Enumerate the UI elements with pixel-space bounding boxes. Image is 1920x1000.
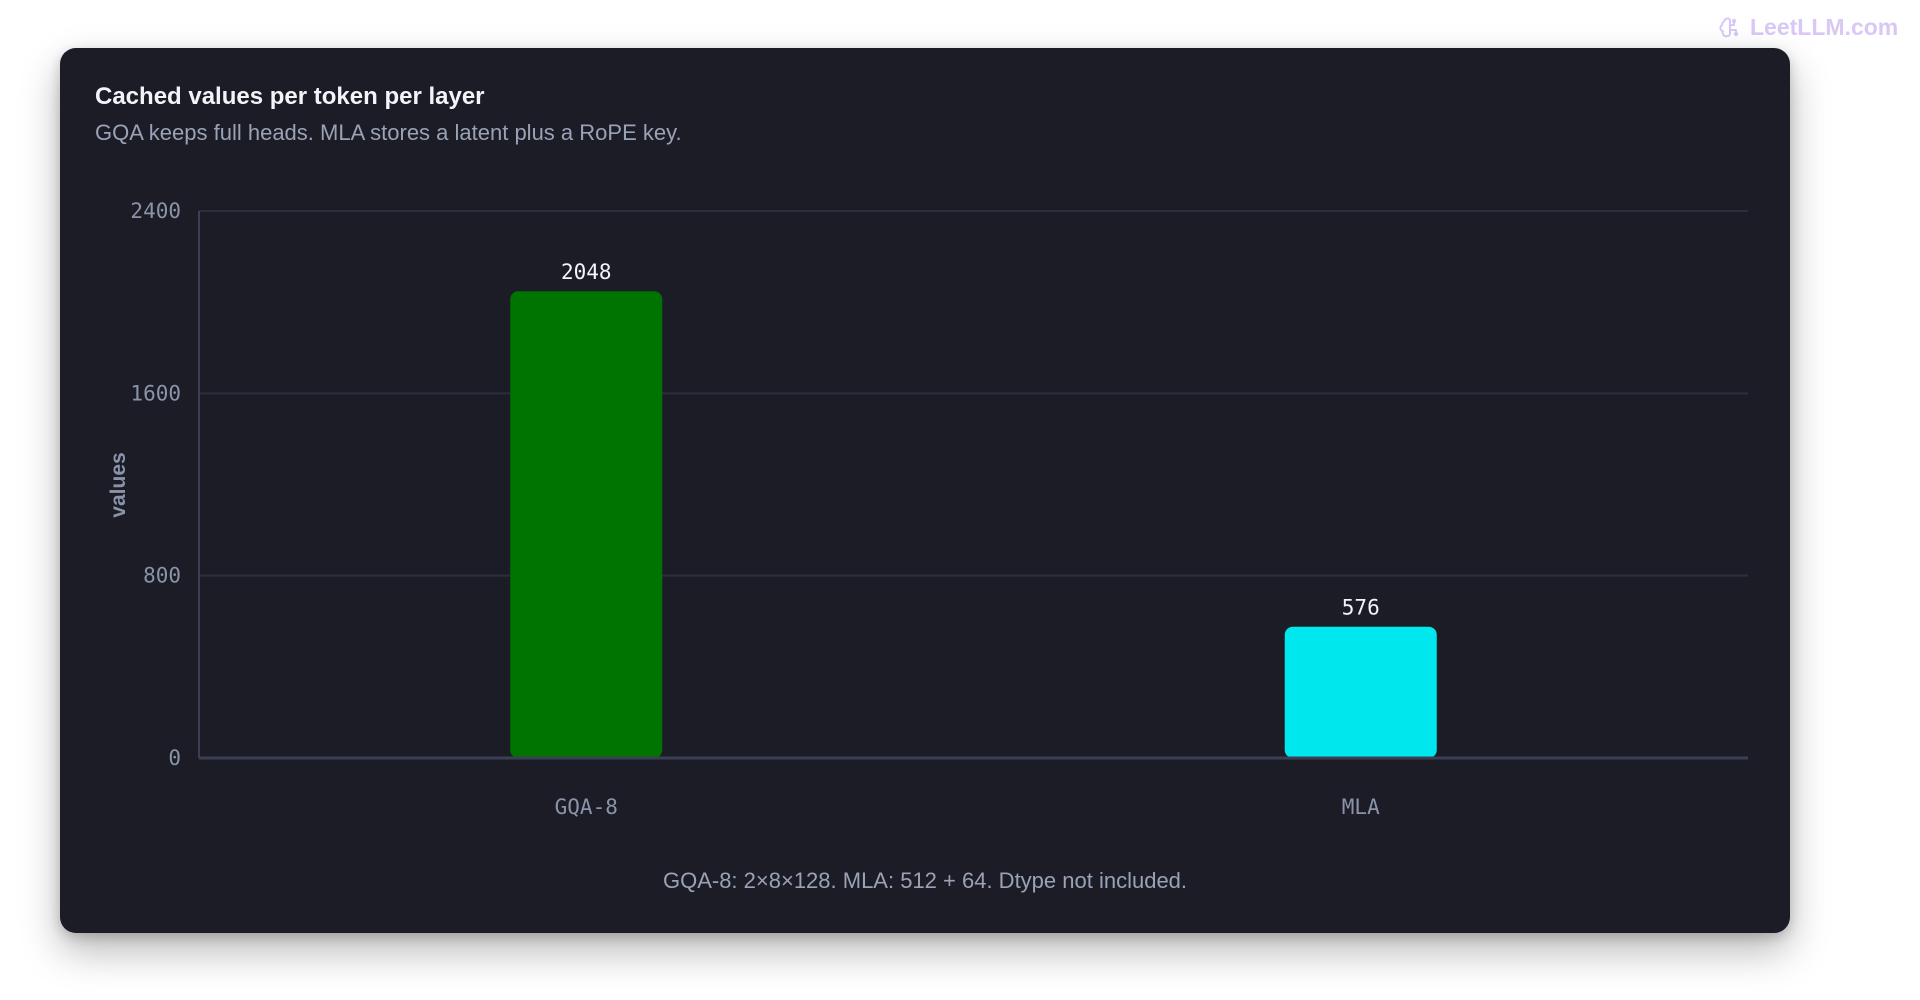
data-label: 576 <box>1342 596 1380 620</box>
brain-icon <box>1718 16 1742 40</box>
watermark: LeetLLM.com <box>1718 14 1898 41</box>
chart-footnote: GQA-8: 2×8×128. MLA: 512 + 64. Dtype not… <box>662 868 1188 893</box>
y-tick-label: 800 <box>143 564 181 588</box>
chart-subtitle: GQA keeps full heads. MLA stores a laten… <box>95 120 682 145</box>
y-tick-label: 2400 <box>130 199 181 223</box>
chart-title: Cached values per token per layer <box>95 83 485 110</box>
watermark-text: LeetLLM.com <box>1750 14 1899 40</box>
y-tick-label: 0 <box>168 746 181 770</box>
y-tick-label: 1600 <box>130 381 181 405</box>
x-tick-label: GQA-8 <box>555 795 618 819</box>
data-label: 2048 <box>561 260 612 284</box>
bar-chart: 0 800 1600 2400 2048 GQA-8 576 MLA values <box>107 199 1748 819</box>
x-tick-label: MLA <box>1342 795 1380 819</box>
y-axis-title: values <box>107 452 130 517</box>
bar-mla <box>1284 626 1437 758</box>
bar-gqa-8 <box>510 291 663 758</box>
chart-card: Cached values per token per layer GQA ke… <box>60 48 1790 933</box>
